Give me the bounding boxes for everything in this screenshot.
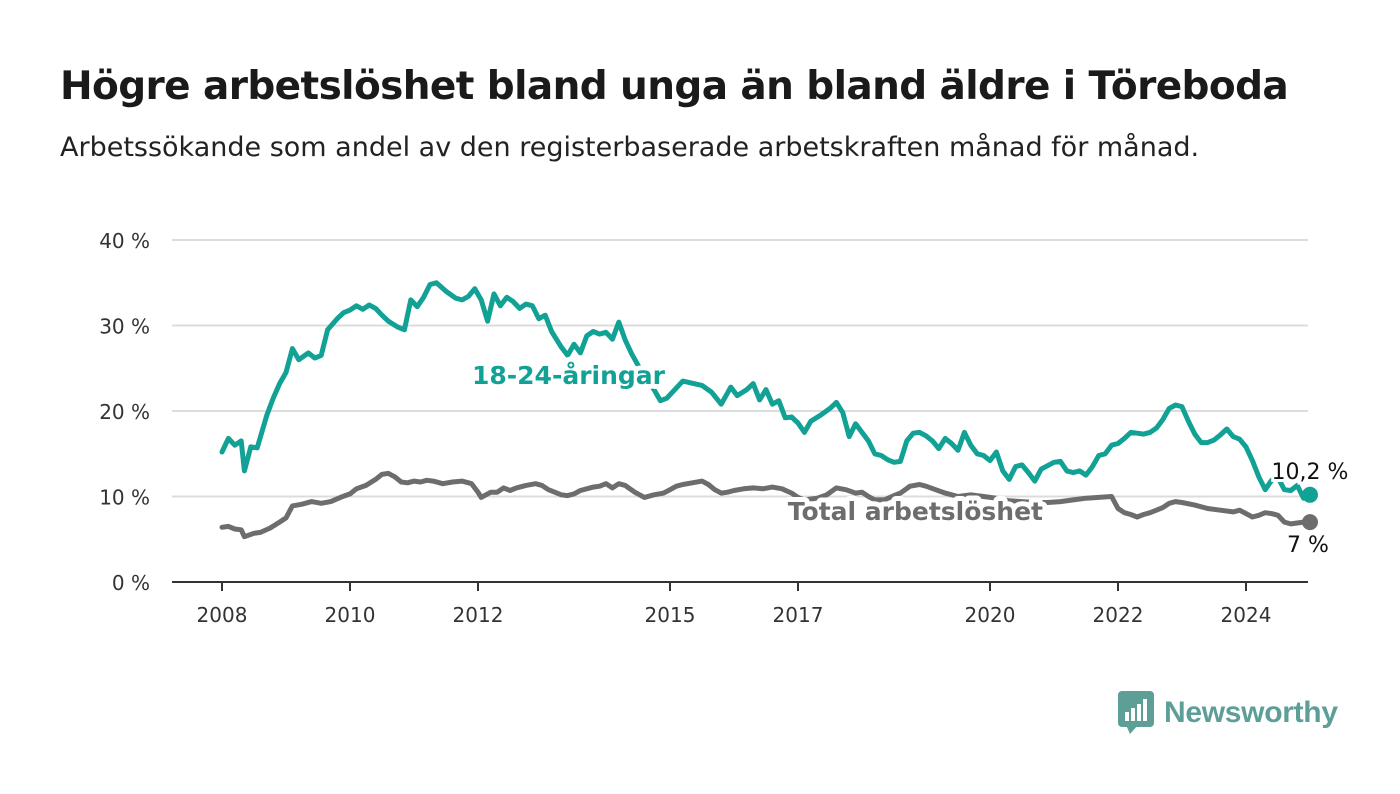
x-tick-label: 2024 (1221, 603, 1272, 627)
youth-series-label: 18-24-åringar (472, 361, 666, 390)
total-series-label: Total arbetslöshet (788, 497, 1043, 526)
y-tick-label: 30 % (99, 315, 150, 339)
youth-end-label: 10,2 % (1272, 460, 1349, 485)
chart-title: Högre arbetslöshet bland unga än bland ä… (60, 64, 1289, 109)
newsworthy-logo: Newsworthy (1118, 690, 1338, 736)
x-tick-label: 2010 (325, 603, 376, 627)
x-tick-label: 2017 (773, 603, 824, 627)
youth-end-point (1302, 486, 1318, 503)
x-tick-label: 2022 (1093, 603, 1144, 627)
x-tick-label: 2020 (965, 603, 1016, 627)
x-tick-label: 2012 (453, 603, 504, 627)
y-tick-label: 0 % (112, 571, 150, 595)
y-tick-label: 10 % (99, 486, 150, 510)
youth-series-line (219, 280, 1313, 501)
logo-text: Newsworthy (1164, 696, 1338, 729)
total-series-line (219, 470, 1313, 540)
bar-chart-speech-bubble-icon (1118, 691, 1154, 734)
x-tick-label: 2015 (645, 603, 696, 627)
total-end-label: 7 % (1287, 533, 1329, 558)
total-end-point (1302, 514, 1318, 531)
line-chart: 0 % 10 % 20 % 30 % 40 % 2008 2010 2012 2015 2017 2… (99, 229, 1349, 627)
chart-subtitle: Arbetssökande som andel av den registerb… (60, 132, 1200, 163)
y-tick-label: 20 % (99, 400, 150, 424)
x-tick-label: 2008 (197, 603, 248, 627)
y-tick-label: 40 % (99, 229, 150, 253)
